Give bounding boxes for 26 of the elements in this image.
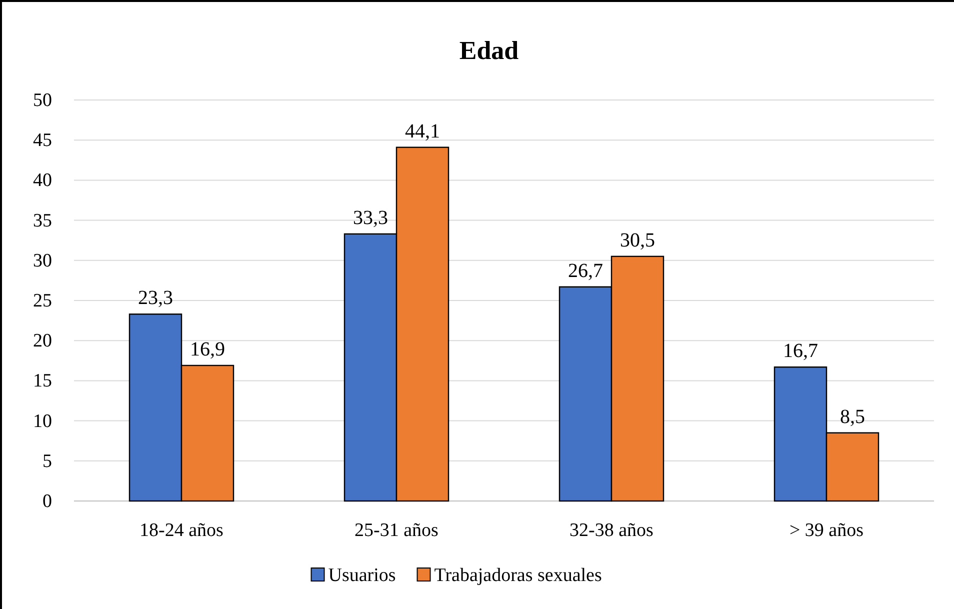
- y-tick-label: 50: [33, 90, 52, 111]
- x-tick-label: > 39 años: [789, 520, 864, 541]
- data-label: 16,9: [190, 338, 225, 360]
- x-tick-label: 32-38 años: [570, 520, 654, 541]
- y-tick-label: 35: [33, 210, 52, 232]
- y-tick-label: 15: [33, 370, 52, 392]
- y-tick-label: 45: [33, 130, 52, 152]
- data-label: 33,3: [353, 206, 388, 229]
- y-tick-label: 40: [33, 170, 52, 192]
- y-tick-label: 0: [42, 491, 52, 512]
- data-label: 26,7: [568, 260, 603, 282]
- chart-title: Edad: [459, 36, 520, 65]
- legend-label: Trabajadoras sexuales: [434, 565, 602, 586]
- y-tick-label: 10: [33, 410, 52, 432]
- y-tick-label: 25: [33, 290, 52, 312]
- y-tick-label: 5: [42, 450, 52, 472]
- data-label: 16,7: [783, 340, 818, 362]
- data-label: 23,3: [138, 287, 173, 310]
- y-tick-label: 20: [33, 330, 52, 352]
- x-tick-label: 25-31 años: [354, 520, 438, 541]
- legend-label: Usuarios: [328, 565, 396, 586]
- y-tick-label: 30: [33, 250, 52, 272]
- x-tick-label: 18-24 años: [140, 520, 224, 541]
- data-label: 8,5: [840, 406, 865, 428]
- data-label: 44,1: [405, 120, 440, 142]
- data-label: 30,5: [620, 229, 655, 252]
